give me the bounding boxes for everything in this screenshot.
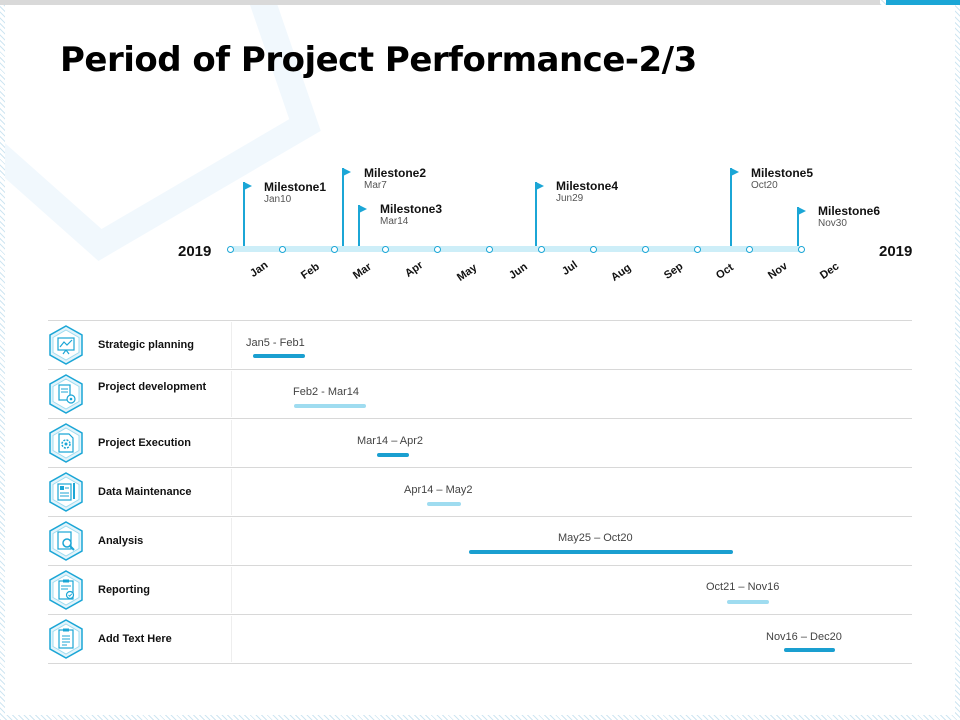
task-label: Data Maintenance: [98, 486, 192, 498]
timeline-dot: [227, 246, 234, 253]
task-label: Analysis: [98, 535, 144, 547]
task-duration-bar: [253, 354, 305, 358]
milestone-flag-icon: [244, 182, 252, 190]
hexagon-icon-badge: [46, 619, 86, 659]
row-divider: [48, 516, 912, 517]
task-date-range: Oct21 – Nov16: [706, 581, 780, 593]
column-separator: [231, 420, 232, 466]
column-separator: [231, 469, 232, 515]
task-date-range: May25 – Oct20: [558, 532, 633, 544]
row-divider: [48, 467, 912, 468]
row-divider: [48, 320, 912, 321]
milestone-name: Milestone2: [364, 166, 427, 180]
timeline-dot: [486, 246, 493, 253]
timeline-dot: [798, 246, 805, 253]
milestone-flag-icon: [731, 168, 739, 176]
column-separator: [231, 567, 232, 613]
execution-gear-document-icon: [49, 423, 83, 463]
timeline-axis: [230, 246, 802, 252]
slide-canvas: [5, 5, 955, 715]
report-clipboard-icon: [49, 570, 83, 610]
task-duration-bar: [469, 550, 733, 554]
milestone-flag-icon: [343, 168, 351, 176]
milestone-flag-icon: [359, 205, 367, 213]
milestone-stem: [342, 168, 344, 246]
row-divider: [48, 565, 912, 566]
row-divider: [48, 418, 912, 419]
milestone-label: Milestone3 Mar14: [380, 202, 442, 228]
milestone-stem: [243, 182, 245, 246]
timeline-dot: [382, 246, 389, 253]
milestone-flag-icon: [536, 182, 544, 190]
milestone-name: Milestone1: [264, 180, 327, 194]
task-date-range: Apr14 – May2: [404, 484, 473, 496]
milestone-label: Milestone6 Nov30: [818, 204, 880, 230]
top-accent-bar: [0, 0, 880, 5]
row-divider: [48, 369, 912, 370]
milestone-date: Nov30: [818, 218, 847, 229]
analysis-magnifier-icon: [49, 521, 83, 561]
task-duration-bar: [784, 648, 835, 652]
row-divider: [48, 663, 912, 664]
timeline-dot: [590, 246, 597, 253]
task-date-range: Jan5 - Feb1: [246, 337, 305, 349]
task-duration-bar: [727, 600, 769, 604]
task-label: Add Text Here: [98, 633, 172, 645]
milestone-date: Jan10: [264, 194, 292, 205]
milestone-label: Milestone1 Jan10: [264, 180, 326, 206]
timeline-year-start: 2019: [178, 243, 212, 260]
milestone-name: Milestone6: [818, 204, 881, 218]
hexagon-icon-badge: [46, 325, 86, 365]
column-separator: [231, 616, 232, 662]
milestone-label: Milestone5 Oct20: [751, 166, 813, 192]
milestone-date: Mar14: [380, 216, 409, 227]
column-separator: [231, 518, 232, 564]
data-maintenance-icon: [49, 472, 83, 512]
task-duration-bar: [294, 404, 366, 408]
timeline-dot: [434, 246, 441, 253]
task-duration-bar: [377, 453, 409, 457]
timeline-dot: [538, 246, 545, 253]
milestone-stem: [358, 205, 360, 246]
milestone-date: Oct20: [751, 180, 778, 191]
task-label: Project Execution: [98, 437, 191, 449]
page-title: Period of Project Performance-2/3: [60, 40, 697, 80]
milestone-name: Milestone4: [556, 179, 619, 193]
milestone-label: Milestone4 Jun29: [556, 179, 618, 205]
milestone-stem: [797, 207, 799, 246]
task-date-range: Feb2 - Mar14: [293, 386, 360, 398]
milestone-name: Milestone3: [380, 202, 443, 216]
task-date-range: Mar14 – Apr2: [357, 435, 424, 447]
milestone-label: Milestone2 Mar7: [364, 166, 426, 192]
milestone-stem: [730, 168, 732, 246]
milestone-flag-icon: [798, 207, 806, 215]
timeline-dot: [279, 246, 286, 253]
timeline-dot: [642, 246, 649, 253]
task-label: Reporting: [98, 584, 150, 596]
milestone-stem: [535, 182, 537, 246]
milestone-date: Jun29: [556, 193, 584, 204]
hexagon-icon-badge: [46, 472, 86, 512]
milestone-name: Milestone5: [751, 166, 814, 180]
task-label: Project development: [98, 381, 207, 393]
strategy-board-icon: [49, 325, 83, 365]
task-label: Strategic planning: [98, 339, 194, 351]
row-divider: [48, 614, 912, 615]
timeline-dot: [746, 246, 753, 253]
milestone-date: Mar7: [364, 180, 387, 191]
column-separator: [231, 371, 232, 417]
hexagon-icon-badge: [46, 374, 86, 414]
hexagon-icon-badge: [46, 570, 86, 610]
development-document-icon: [49, 374, 83, 414]
clipboard-list-icon: [49, 619, 83, 659]
timeline-year-end: 2019: [879, 243, 913, 260]
top-accent-bar-blue: [886, 0, 960, 5]
timeline-dot: [331, 246, 338, 253]
hexagon-icon-badge: [46, 423, 86, 463]
timeline-dot: [694, 246, 701, 253]
hexagon-icon-badge: [46, 521, 86, 561]
task-duration-bar: [427, 502, 461, 506]
column-separator: [231, 322, 232, 368]
task-date-range: Nov16 – Dec20: [766, 631, 842, 643]
